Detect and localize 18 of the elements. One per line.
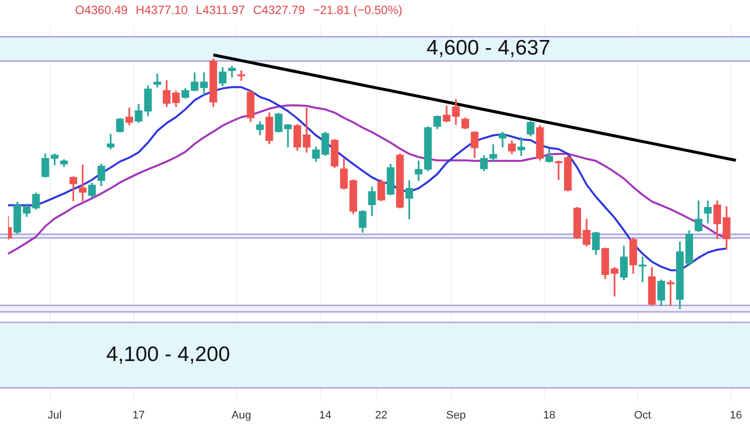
candlestick (666, 280, 674, 306)
x-tick-label: 14 (319, 409, 332, 422)
text: C4327.79 (252, 3, 305, 17)
x-tick-label: Oct (634, 409, 652, 422)
x-tick-label: Aug (232, 409, 252, 422)
band-label: 4,600 - 4,637 (426, 36, 550, 60)
x-tick-label: Sep (446, 409, 466, 422)
text: L4311.97 (196, 3, 245, 17)
x-tick-label: 22 (375, 409, 388, 422)
x-tick-label: 17 (132, 409, 145, 422)
text: −21.81 (−0.50%) (312, 3, 402, 17)
text: H4377.10 (136, 3, 188, 17)
x-tick-label: 18 (543, 409, 556, 422)
text: O4360.49 (75, 3, 128, 17)
candlestick (638, 256, 646, 282)
x-tick-label: Jul (48, 409, 62, 422)
x-tick-label: 16 (730, 409, 742, 422)
band-label: 4,100 - 4,200 (106, 342, 230, 366)
